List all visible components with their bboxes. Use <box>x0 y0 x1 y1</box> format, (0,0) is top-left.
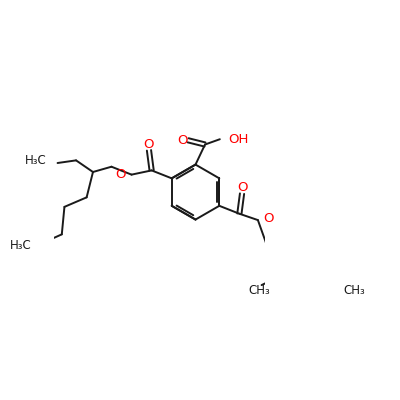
Text: O: O <box>237 181 247 194</box>
Text: O: O <box>115 168 126 181</box>
Text: CH₃: CH₃ <box>344 284 365 297</box>
Text: H₃C: H₃C <box>9 240 31 252</box>
Text: O: O <box>178 134 188 147</box>
Text: O: O <box>144 138 154 151</box>
Text: H₃C: H₃C <box>25 154 47 167</box>
Text: O: O <box>264 212 274 225</box>
Text: OH: OH <box>228 133 249 146</box>
Text: CH₃: CH₃ <box>248 284 270 297</box>
